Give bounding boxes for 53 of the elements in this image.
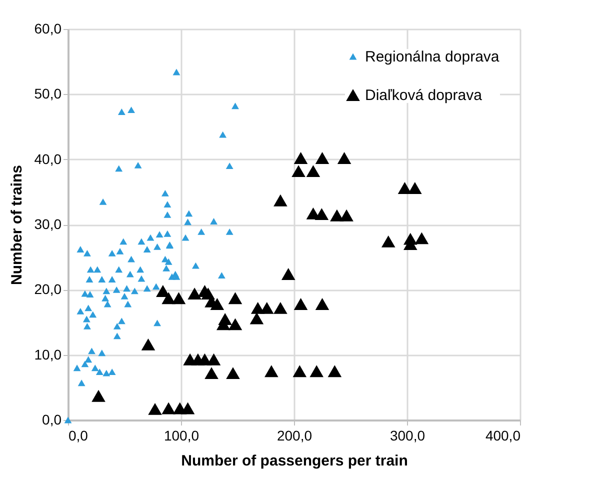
point — [294, 298, 308, 310]
point — [204, 367, 218, 380]
point — [281, 268, 296, 280]
y-tick-label: 30,0 — [34, 216, 62, 232]
point — [206, 353, 221, 366]
point — [408, 182, 422, 194]
point — [228, 292, 242, 304]
y-tick-label: 40,0 — [34, 150, 62, 167]
point — [180, 402, 195, 414]
point — [148, 402, 162, 415]
point — [306, 165, 320, 178]
point — [414, 232, 429, 244]
x-tick-label: 400,0 — [485, 428, 521, 444]
point — [340, 209, 354, 222]
point — [398, 182, 412, 194]
point — [250, 312, 264, 324]
point — [292, 165, 306, 178]
point — [228, 318, 242, 330]
point — [315, 152, 330, 164]
x-tick-label: 300,0 — [390, 428, 426, 444]
y-tick-label: 60,0 — [34, 20, 62, 36]
y-tick-label: 0,0 — [42, 412, 62, 428]
x-tick-label: 200,0 — [276, 428, 312, 444]
legend-label: Regionálna doprava — [365, 48, 500, 66]
y-tick-label: 50,0 — [34, 86, 62, 102]
point — [172, 292, 186, 304]
point — [381, 235, 396, 248]
point — [292, 365, 307, 378]
y-tick-label: 20,0 — [34, 281, 62, 298]
y-tick-label: 10,0 — [34, 346, 62, 362]
point — [260, 302, 274, 314]
point — [315, 298, 330, 310]
point — [314, 208, 329, 220]
point — [162, 292, 176, 304]
point — [337, 152, 352, 164]
point — [226, 367, 240, 380]
point — [141, 338, 156, 350]
point — [162, 402, 176, 414]
legend-label: Diaľková doprava — [365, 87, 483, 104]
point — [294, 152, 308, 164]
x-tick-label: 100,0 — [164, 428, 200, 444]
point — [310, 365, 324, 378]
point — [188, 288, 202, 300]
x-tick-label: 0,0 — [68, 428, 88, 444]
x-axis-title: Number of passengers per train — [181, 452, 408, 470]
point — [274, 194, 288, 206]
point — [274, 302, 288, 314]
point — [92, 390, 106, 402]
point — [264, 365, 278, 378]
y-axis-title: Number of trains — [8, 164, 26, 286]
point — [156, 285, 170, 297]
point — [328, 365, 342, 378]
point — [210, 298, 224, 310]
